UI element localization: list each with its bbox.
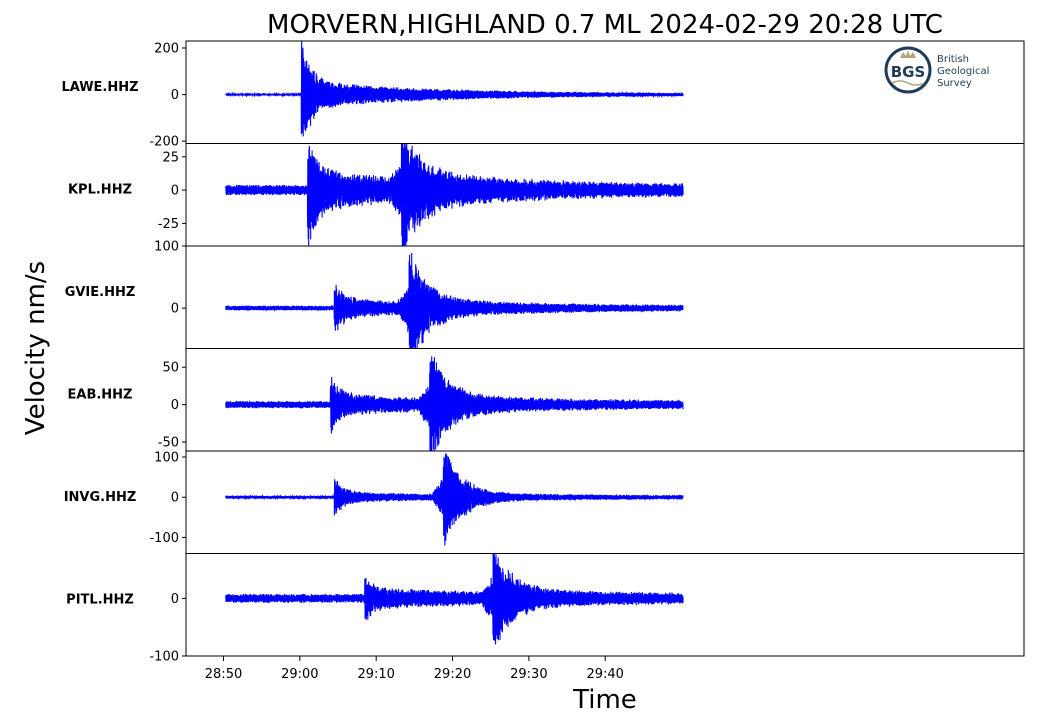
bgs-logo: BGS British Geological Survey	[884, 46, 989, 94]
x-tick-label: 28:50	[205, 667, 242, 682]
panel-kpl-hhz: KPL.HHZ 25 0 -25	[68, 143, 1025, 247]
panel-gvie-hhz: GVIE.HHZ 100 0	[65, 240, 1025, 349]
station-label: LAWE.HHZ	[61, 80, 138, 95]
y-tick-label: -25	[158, 217, 179, 232]
logo-abbr: BGS	[891, 63, 926, 81]
chart-title: MORVERN,HIGHLAND 0.7 ML 2024-02-29 20:28…	[267, 10, 943, 40]
y-axis-label: Velocity nm/s	[21, 261, 51, 435]
y-tick-label: 25	[162, 150, 179, 165]
y-tick-label: -100	[149, 531, 179, 546]
waveform-eab-hhz	[225, 356, 684, 451]
x-tick-label: 29:40	[586, 667, 623, 682]
y-tick-label: 100	[154, 451, 179, 466]
panel-frame	[185, 348, 1025, 452]
waveform-invg-hhz	[225, 453, 684, 546]
y-tick-label: -50	[158, 436, 179, 451]
y-tick-label: 200	[154, 41, 179, 56]
y-tick-label: -200	[149, 135, 179, 150]
y-tick-label: 0	[171, 592, 179, 607]
panel-frame	[185, 245, 1025, 349]
station-label: GVIE.HHZ	[65, 285, 136, 300]
panel-pitl-hhz: PITL.HHZ 0 -100	[66, 553, 1025, 665]
y-tick-label: 0	[171, 88, 179, 103]
y-tick-label: 0	[171, 398, 179, 413]
x-tick-label: 29:20	[434, 667, 471, 682]
station-label: INVG.HHZ	[64, 490, 137, 505]
station-label: KPL.HHZ	[68, 183, 132, 198]
panel-lawe-hhz: LAWE.HHZ 200 0 -200	[61, 40, 1025, 150]
x-tick-label: 29:00	[281, 667, 318, 682]
y-tick-label: 100	[154, 240, 179, 255]
logo-waves	[891, 80, 925, 86]
logo-line-3: Survey	[937, 78, 972, 89]
waveform-kpl-hhz	[225, 143, 684, 246]
panel-eab-hhz: EAB.HHZ 50 0 -50	[68, 348, 1025, 452]
station-label: PITL.HHZ	[66, 593, 134, 608]
y-tick-label: 0	[171, 302, 179, 317]
x-tick-label: 29:10	[357, 667, 394, 682]
y-tick-label: 50	[162, 361, 179, 376]
y-tick-label: -100	[149, 650, 179, 665]
panel-frame	[185, 450, 1025, 554]
waveform-lawe-hhz	[225, 41, 684, 137]
y-tick-label: 0	[171, 491, 179, 506]
panel-invg-hhz: INVG.HHZ 100 0 -100	[64, 450, 1025, 554]
crown-icon	[900, 50, 916, 58]
waveform-gvie-hhz	[225, 252, 684, 349]
station-label: EAB.HHZ	[68, 388, 133, 403]
x-tick-label: 29:30	[510, 667, 547, 682]
logo-line-2: Geological	[937, 66, 989, 77]
waveform-pitl-hhz	[225, 553, 684, 645]
x-axis-label: Time	[572, 685, 637, 715]
x-axis: 28:50 29:00 29:10 29:20 29:30 29:40	[205, 656, 624, 682]
station-panels: LAWE.HHZ 200 0 -200 KPL.HHZ 25 0 -25 GVIE.HHZ 100…	[61, 40, 1025, 665]
logo-line-1: British	[937, 54, 969, 65]
y-tick-label: 0	[171, 184, 179, 199]
